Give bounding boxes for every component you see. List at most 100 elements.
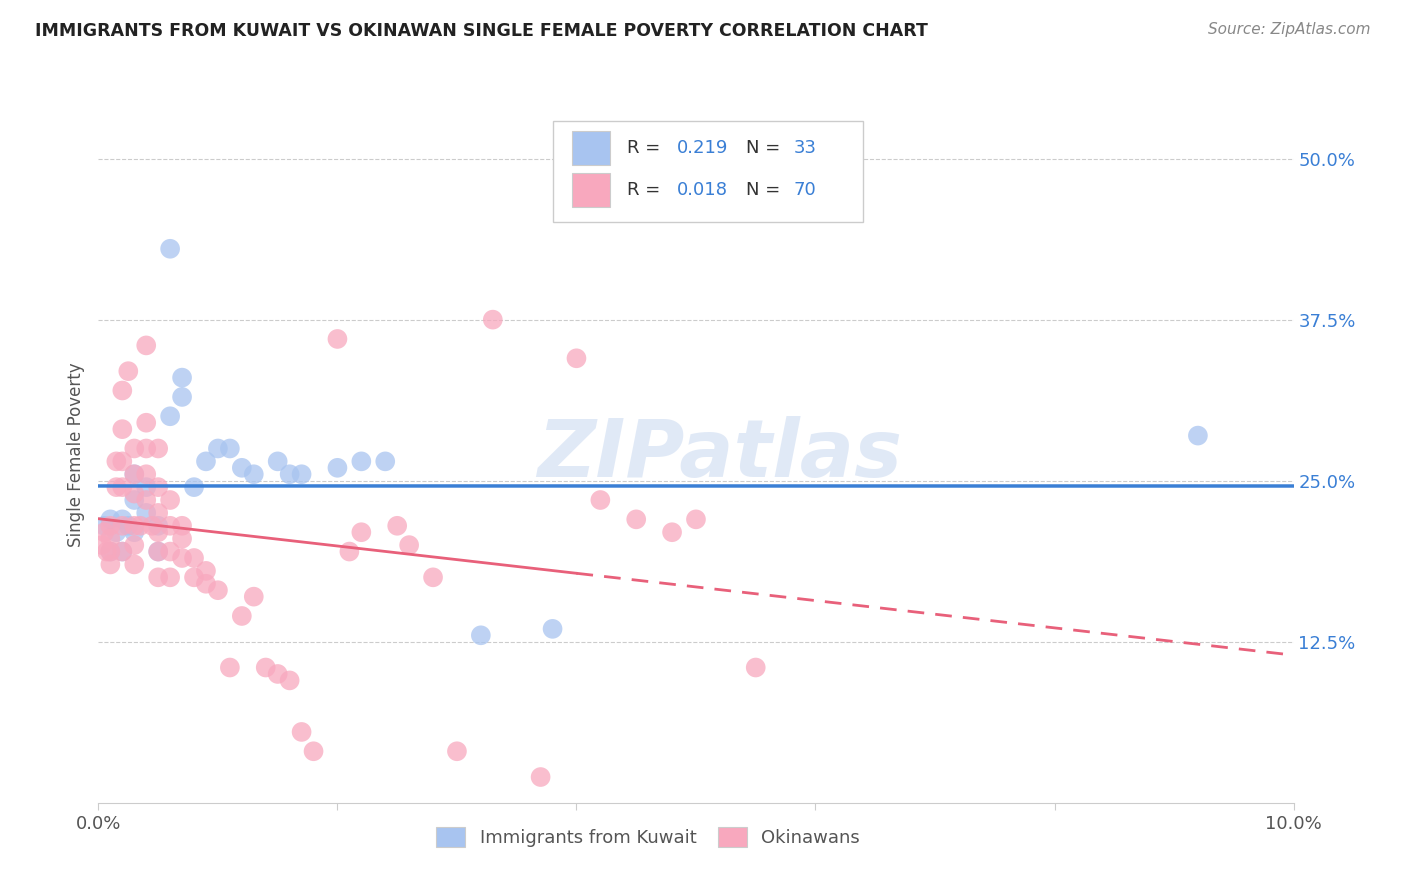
Point	[172, 518, 194, 533]
Point	[124, 486, 146, 500]
Point	[148, 480, 170, 494]
Point	[291, 725, 314, 739]
Point	[96, 544, 118, 558]
Point	[98, 558, 122, 572]
Point	[98, 532, 122, 546]
Point	[172, 370, 194, 384]
Point	[278, 673, 301, 688]
Point	[326, 332, 349, 346]
Point	[148, 525, 170, 540]
Text: 0.219: 0.219	[676, 139, 728, 157]
Point	[93, 518, 115, 533]
Point	[661, 525, 683, 540]
Point	[385, 518, 409, 533]
FancyBboxPatch shape	[572, 173, 610, 207]
Point	[124, 442, 146, 456]
Point	[148, 518, 170, 533]
Point	[565, 351, 588, 366]
Point	[172, 532, 194, 546]
Point	[93, 525, 115, 540]
Point	[470, 628, 492, 642]
Point	[541, 622, 564, 636]
Point	[98, 512, 122, 526]
Point	[141, 518, 163, 533]
Point	[482, 312, 505, 326]
Text: 70: 70	[794, 181, 817, 199]
Point	[589, 493, 612, 508]
Point	[135, 493, 157, 508]
Point	[135, 480, 157, 494]
Point	[124, 525, 146, 540]
Text: R =: R =	[627, 139, 665, 157]
Y-axis label: Single Female Poverty: Single Female Poverty	[66, 363, 84, 547]
Point	[195, 564, 218, 578]
Point	[350, 525, 373, 540]
Point	[195, 454, 218, 468]
Point	[91, 538, 114, 552]
Text: 33: 33	[794, 139, 817, 157]
Point	[231, 609, 253, 624]
Point	[129, 518, 152, 533]
Point	[135, 467, 157, 482]
Point	[148, 506, 170, 520]
Point	[105, 525, 128, 540]
FancyBboxPatch shape	[572, 131, 610, 165]
Point	[302, 744, 325, 758]
Point	[111, 518, 134, 533]
Point	[111, 384, 134, 398]
Point	[207, 583, 229, 598]
Point	[254, 660, 277, 674]
Text: R =: R =	[627, 181, 665, 199]
Point	[326, 460, 349, 475]
Point	[195, 576, 218, 591]
Point	[148, 442, 170, 456]
Point	[135, 338, 157, 352]
Point	[219, 660, 242, 674]
Point	[339, 544, 361, 558]
Point	[207, 442, 229, 456]
Point	[350, 454, 373, 468]
Point	[685, 512, 707, 526]
Text: Source: ZipAtlas.com: Source: ZipAtlas.com	[1208, 22, 1371, 37]
Point	[98, 544, 122, 558]
Point	[111, 480, 134, 494]
Point	[159, 242, 181, 256]
Point	[231, 460, 253, 475]
Point	[183, 570, 205, 584]
Point	[124, 518, 146, 533]
Point	[243, 467, 266, 482]
Point	[446, 744, 468, 758]
Point	[98, 544, 122, 558]
Text: IMMIGRANTS FROM KUWAIT VS OKINAWAN SINGLE FEMALE POVERTY CORRELATION CHART: IMMIGRANTS FROM KUWAIT VS OKINAWAN SINGL…	[35, 22, 928, 40]
Point	[172, 551, 194, 566]
Point	[159, 570, 181, 584]
Point	[267, 667, 290, 681]
Point	[111, 512, 134, 526]
Point	[374, 454, 396, 468]
Point	[124, 467, 146, 482]
Point	[291, 467, 314, 482]
Point	[124, 493, 146, 508]
Point	[745, 660, 768, 674]
Point	[148, 544, 170, 558]
Point	[1187, 428, 1209, 442]
Point	[105, 480, 128, 494]
Point	[111, 544, 134, 558]
Point	[159, 409, 181, 424]
Point	[530, 770, 553, 784]
Point	[117, 518, 139, 533]
Text: ZIPatlas: ZIPatlas	[537, 416, 903, 494]
Point	[111, 544, 134, 558]
Point	[398, 538, 420, 552]
Point	[135, 506, 157, 520]
FancyBboxPatch shape	[553, 121, 863, 222]
Point	[183, 480, 205, 494]
Point	[111, 454, 134, 468]
Point	[422, 570, 444, 584]
Legend: Immigrants from Kuwait, Okinawans: Immigrants from Kuwait, Okinawans	[427, 817, 869, 856]
Point	[267, 454, 290, 468]
Text: N =: N =	[747, 139, 786, 157]
Point	[135, 442, 157, 456]
Text: N =: N =	[747, 181, 786, 199]
Point	[172, 390, 194, 404]
